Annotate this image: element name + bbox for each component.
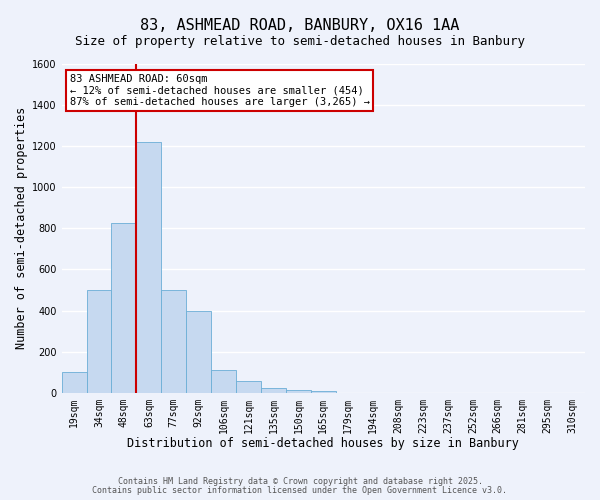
Bar [236,382,261,392]
Text: Contains public sector information licensed under the Open Government Licence v3: Contains public sector information licen… [92,486,508,495]
Text: Size of property relative to semi-detached houses in Banbury: Size of property relative to semi-detach… [75,35,525,48]
Bar [211,370,236,392]
Text: 83 ASHMEAD ROAD: 60sqm
← 12% of semi-detached houses are smaller (454)
87% of se: 83 ASHMEAD ROAD: 60sqm ← 12% of semi-det… [70,74,370,107]
Bar [136,142,161,393]
Text: 83, ASHMEAD ROAD, BANBURY, OX16 1AA: 83, ASHMEAD ROAD, BANBURY, OX16 1AA [140,18,460,32]
Bar [62,372,86,392]
Bar [86,290,112,392]
Bar [311,390,336,392]
X-axis label: Distribution of semi-detached houses by size in Banbury: Distribution of semi-detached houses by … [127,437,519,450]
Bar [261,388,286,392]
Text: Contains HM Land Registry data © Crown copyright and database right 2025.: Contains HM Land Registry data © Crown c… [118,477,482,486]
Y-axis label: Number of semi-detached properties: Number of semi-detached properties [15,107,28,350]
Bar [161,290,186,392]
Bar [286,390,311,392]
Bar [186,310,211,392]
Bar [112,223,136,392]
